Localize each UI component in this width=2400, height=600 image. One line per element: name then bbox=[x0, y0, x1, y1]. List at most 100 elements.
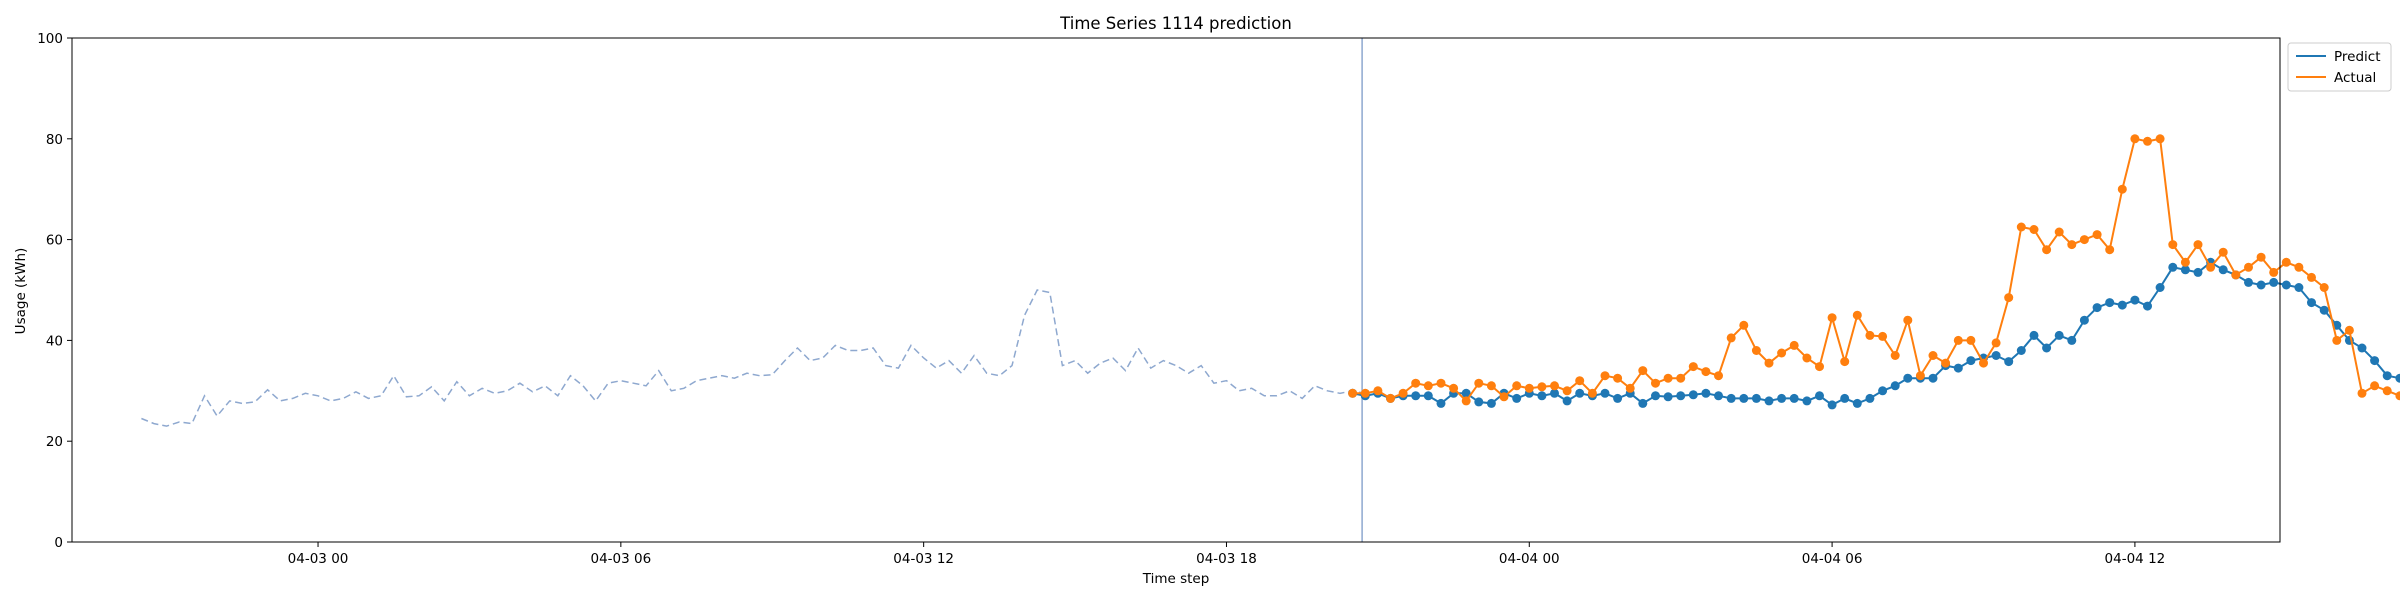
y-tick-label: 100 bbox=[37, 31, 63, 47]
actual-point bbox=[1852, 310, 1862, 320]
actual-point bbox=[1550, 381, 1559, 391]
actual-point bbox=[1979, 358, 1988, 368]
actual-point bbox=[2344, 325, 2354, 335]
predict-point bbox=[1840, 393, 1850, 403]
predict-point bbox=[1966, 356, 1976, 366]
x-tick-label: 04-04 00 bbox=[1499, 551, 1560, 567]
actual-point bbox=[1802, 353, 1812, 363]
actual-point bbox=[1789, 340, 1799, 350]
actual-point bbox=[1827, 313, 1837, 323]
actual-point bbox=[2168, 240, 2178, 250]
predict-point bbox=[2029, 330, 2039, 340]
predict-point bbox=[1575, 388, 1585, 398]
predict-point bbox=[1714, 391, 1723, 401]
predict-point bbox=[1676, 391, 1686, 401]
actual-point bbox=[2218, 247, 2228, 257]
predict-point bbox=[2193, 267, 2203, 277]
actual-point bbox=[1449, 383, 1459, 393]
actual-point bbox=[2042, 245, 2052, 255]
predict-point bbox=[1486, 398, 1496, 408]
actual-point bbox=[1600, 371, 1610, 381]
predict-point bbox=[1815, 391, 1824, 401]
actual-point bbox=[1688, 362, 1698, 372]
actual-point bbox=[2231, 270, 2241, 280]
actual-point bbox=[1941, 358, 1951, 368]
actual-point bbox=[2370, 381, 2380, 391]
predict-point bbox=[1411, 391, 1421, 401]
actual-point bbox=[1423, 381, 1433, 391]
actual-point bbox=[1890, 351, 1900, 360]
actual-point bbox=[2155, 134, 2165, 144]
actual-point bbox=[1676, 373, 1686, 383]
actual-point bbox=[2382, 386, 2392, 396]
predict-point bbox=[1651, 391, 1660, 401]
actual-point bbox=[2319, 283, 2329, 292]
predict-point bbox=[1461, 388, 1471, 398]
predict-point bbox=[2180, 265, 2190, 275]
actual-point bbox=[1411, 378, 1421, 388]
actual-point bbox=[1474, 378, 1484, 388]
predict-point bbox=[2269, 277, 2279, 287]
predict-point bbox=[2395, 373, 2400, 383]
predict-point bbox=[2117, 300, 2127, 310]
predict-point bbox=[2357, 343, 2367, 353]
predict-point bbox=[2256, 280, 2266, 290]
actual-point bbox=[1461, 396, 1471, 406]
actual-point bbox=[1625, 383, 1635, 393]
actual-point bbox=[1865, 330, 1875, 340]
actual-point bbox=[1701, 367, 1711, 377]
actual-point bbox=[2395, 391, 2400, 401]
predict-point bbox=[2067, 335, 2077, 345]
actual-point bbox=[1966, 335, 1976, 345]
legend: Predict Actual bbox=[2287, 42, 2392, 92]
predict-point bbox=[1789, 393, 1799, 403]
actual-point bbox=[1991, 338, 2001, 348]
actual-point bbox=[1575, 376, 1585, 386]
predict-point bbox=[2105, 298, 2115, 308]
predict-point bbox=[1953, 363, 1963, 373]
predict-point bbox=[2004, 357, 2014, 367]
actual-point bbox=[1953, 335, 1963, 345]
x-axis-label: Time step bbox=[1142, 571, 1210, 587]
actual-point bbox=[2206, 262, 2216, 272]
predict-point bbox=[2016, 346, 2026, 355]
actual-point bbox=[1562, 386, 1572, 396]
predict-point bbox=[1600, 388, 1610, 398]
actual-point bbox=[2117, 184, 2127, 194]
predict-point bbox=[1878, 386, 1888, 396]
predict-point bbox=[2155, 283, 2165, 292]
predict-point bbox=[2244, 277, 2253, 287]
actual-point bbox=[1499, 392, 1509, 402]
predict-point bbox=[1890, 381, 1900, 391]
actual-point bbox=[1915, 371, 1925, 381]
chart-title: Time Series 1114 prediction bbox=[1059, 14, 1292, 33]
predict-point bbox=[1613, 393, 1623, 403]
actual-point bbox=[2105, 245, 2115, 255]
predict-point bbox=[1865, 393, 1875, 403]
actual-point bbox=[1903, 315, 1913, 325]
predict-point bbox=[1474, 397, 1484, 407]
predict-point bbox=[1928, 373, 1938, 383]
actual-point bbox=[2256, 252, 2266, 262]
y-axis-label: Usage (kWh) bbox=[13, 248, 29, 335]
x-tick-label: 04-03 06 bbox=[590, 551, 651, 567]
y-tick-label: 0 bbox=[54, 535, 63, 551]
actual-point bbox=[2130, 134, 2140, 144]
predict-point bbox=[1726, 393, 1736, 403]
actual-point bbox=[2307, 272, 2316, 282]
actual-point bbox=[1815, 362, 1824, 372]
actual-point bbox=[1840, 357, 1850, 367]
predict-point bbox=[1739, 393, 1749, 403]
predict-point bbox=[2168, 262, 2178, 272]
predict-point bbox=[1764, 396, 1774, 406]
actual-point bbox=[1512, 381, 1522, 391]
predict-point bbox=[2054, 330, 2064, 340]
x-tick-label: 04-04 06 bbox=[1802, 551, 1863, 567]
actual-point bbox=[1386, 393, 1395, 403]
predict-point bbox=[2143, 301, 2152, 311]
legend-predict-label: Predict bbox=[2334, 49, 2381, 65]
actual-point bbox=[1638, 366, 1648, 376]
predict-point bbox=[2294, 283, 2304, 292]
predict-point bbox=[1991, 351, 2001, 360]
